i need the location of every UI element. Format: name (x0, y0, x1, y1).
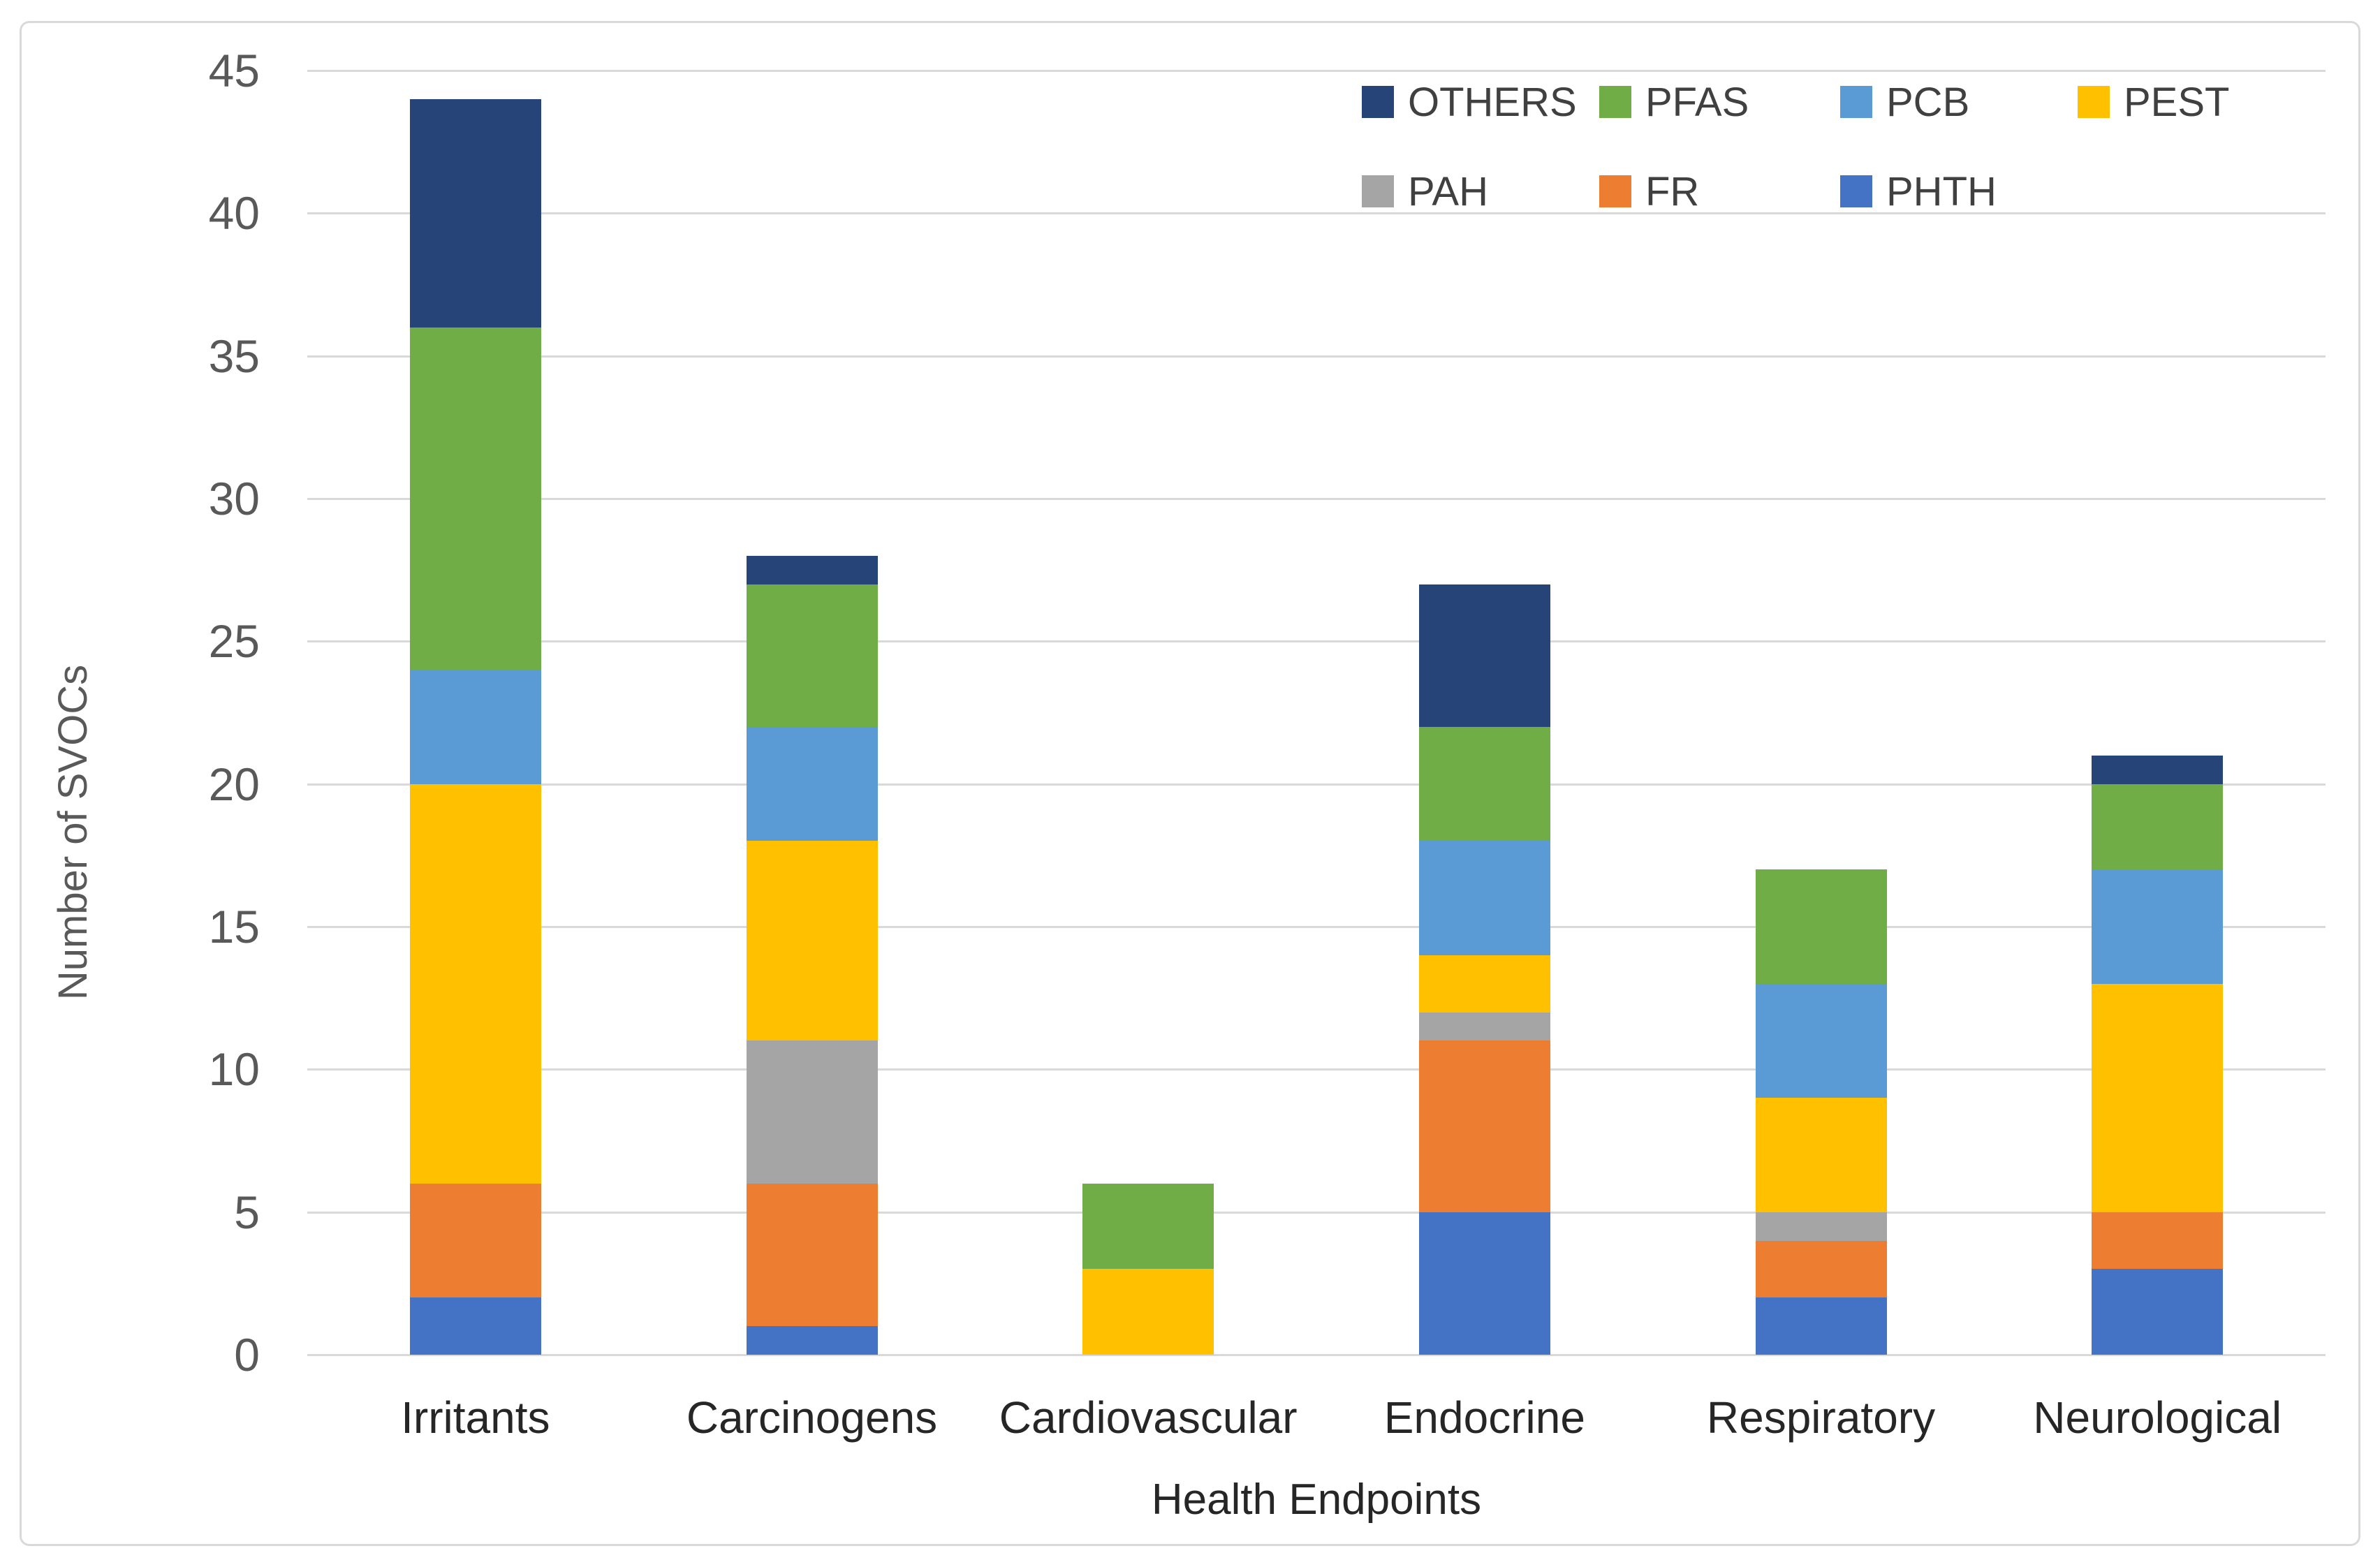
bar-segment-pcb-respiratory (1755, 983, 1887, 1098)
legend-marker-pcb (1840, 86, 1872, 118)
legend-item-pcb: PCB (1840, 79, 1970, 125)
legend-label-pcb: PCB (1886, 79, 1970, 125)
legend-label-others: OTHERS (1408, 79, 1577, 125)
bar-segment-fr-respiratory (1755, 1240, 1887, 1298)
gridline-y-25 (307, 640, 2326, 643)
y-tick-label-10: 10 (208, 1043, 260, 1096)
bar-segment-fr-neurological (2092, 1212, 2224, 1270)
category-label-irritants: Irritants (401, 1392, 550, 1443)
y-tick-label-35: 35 (208, 330, 260, 382)
gridline-y-10 (307, 1068, 2326, 1071)
bar-segment-pfas-respiratory (1755, 869, 1887, 984)
bar-segment-pah-respiratory (1755, 1212, 1887, 1241)
legend-label-pfas: PFAS (1645, 79, 1749, 125)
bar-segment-others-neurological (2092, 755, 2224, 784)
y-tick-label-20: 20 (208, 758, 260, 810)
x-axis-title: Health Endpoints (1151, 1476, 1482, 1524)
gridline-y-45 (307, 70, 2326, 72)
bar-segment-pcb-endocrine (1418, 841, 1550, 955)
category-label-neurological: Neurological (2033, 1392, 2282, 1443)
y-axis-title: Number of SVOCs (50, 664, 96, 1001)
gridline-y-35 (307, 355, 2326, 358)
bar-segment-others-carcinogens (746, 555, 878, 584)
bar-segment-phth-irritants (409, 1297, 541, 1355)
y-tick-label-0: 0 (234, 1329, 260, 1381)
y-tick-label-25: 25 (208, 615, 260, 668)
legend-label-fr: FR (1645, 168, 1700, 214)
bar-segment-pfas-carcinogens (746, 584, 878, 727)
legend-item-others: OTHERS (1362, 79, 1577, 125)
bar-segment-pcb-carcinogens (746, 726, 878, 841)
bar-segment-fr-irritants (409, 1183, 541, 1298)
bar-segment-others-irritants (409, 98, 541, 328)
gridline-y-0 (307, 1354, 2326, 1356)
gridline-y-15 (307, 926, 2326, 928)
gridline-y-40 (307, 212, 2326, 215)
bar-segment-pest-endocrine (1418, 955, 1550, 1013)
legend-marker-pah (1362, 175, 1394, 207)
legend-item-fr: FR (1599, 168, 1700, 214)
y-tick-label-45: 45 (208, 45, 260, 96)
legend-label-pah: PAH (1408, 168, 1488, 214)
bar-segment-pest-respiratory (1755, 1098, 1887, 1212)
category-label-carcinogens: Carcinogens (686, 1392, 938, 1443)
bar-segment-pest-neurological (2092, 983, 2224, 1212)
bar-segment-phth-respiratory (1755, 1297, 1887, 1355)
bar-segment-phth-neurological (2092, 1269, 2224, 1355)
y-tick-label-15: 15 (208, 901, 260, 952)
gridline-y-20 (307, 783, 2326, 786)
bar-segment-pah-endocrine (1418, 1012, 1550, 1041)
y-tick-label-40: 40 (208, 187, 260, 240)
category-label-cardiovascular: Cardiovascular (999, 1392, 1298, 1443)
bar-segment-phth-carcinogens (746, 1326, 878, 1355)
bar-segment-pest-carcinogens (746, 841, 878, 1041)
legend-item-pest: PEST (2078, 79, 2230, 125)
legend-item-pah: PAH (1362, 168, 1488, 214)
category-label-endocrine: Endocrine (1383, 1392, 1585, 1443)
bar-segment-pfas-cardiovascular (1082, 1183, 1214, 1270)
bar-segment-pest-cardiovascular (1082, 1269, 1214, 1355)
bar-segment-fr-carcinogens (746, 1183, 878, 1327)
bar-segment-pah-carcinogens (746, 1040, 878, 1184)
bar-segment-pcb-irritants (409, 670, 541, 784)
bar-segment-fr-endocrine (1418, 1040, 1550, 1212)
bar-segment-pfas-neurological (2092, 784, 2224, 870)
legend-marker-fr (1599, 175, 1631, 207)
legend-marker-others (1362, 86, 1394, 118)
gridline-y-30 (307, 498, 2326, 500)
y-tick-label-30: 30 (208, 473, 260, 524)
bar-segment-pfas-endocrine (1418, 726, 1550, 841)
legend-item-phth: PHTH (1840, 168, 1997, 214)
category-label-respiratory: Respiratory (1706, 1392, 1936, 1443)
legend-marker-pest (2078, 86, 2110, 118)
bar-segment-phth-endocrine (1418, 1212, 1550, 1355)
y-tick-label-5: 5 (234, 1186, 260, 1238)
legend-marker-pfas (1599, 86, 1631, 118)
bar-segment-pcb-neurological (2092, 869, 2224, 984)
bar-segment-pfas-irritants (409, 327, 541, 670)
bar-segment-pest-irritants (409, 784, 541, 1184)
legend-label-phth: PHTH (1886, 168, 1997, 214)
legend-marker-phth (1840, 175, 1872, 207)
gridline-y-5 (307, 1211, 2326, 1214)
legend-label-pest: PEST (2124, 79, 2230, 125)
legend-item-pfas: PFAS (1599, 79, 1749, 125)
bar-segment-others-endocrine (1418, 584, 1550, 727)
